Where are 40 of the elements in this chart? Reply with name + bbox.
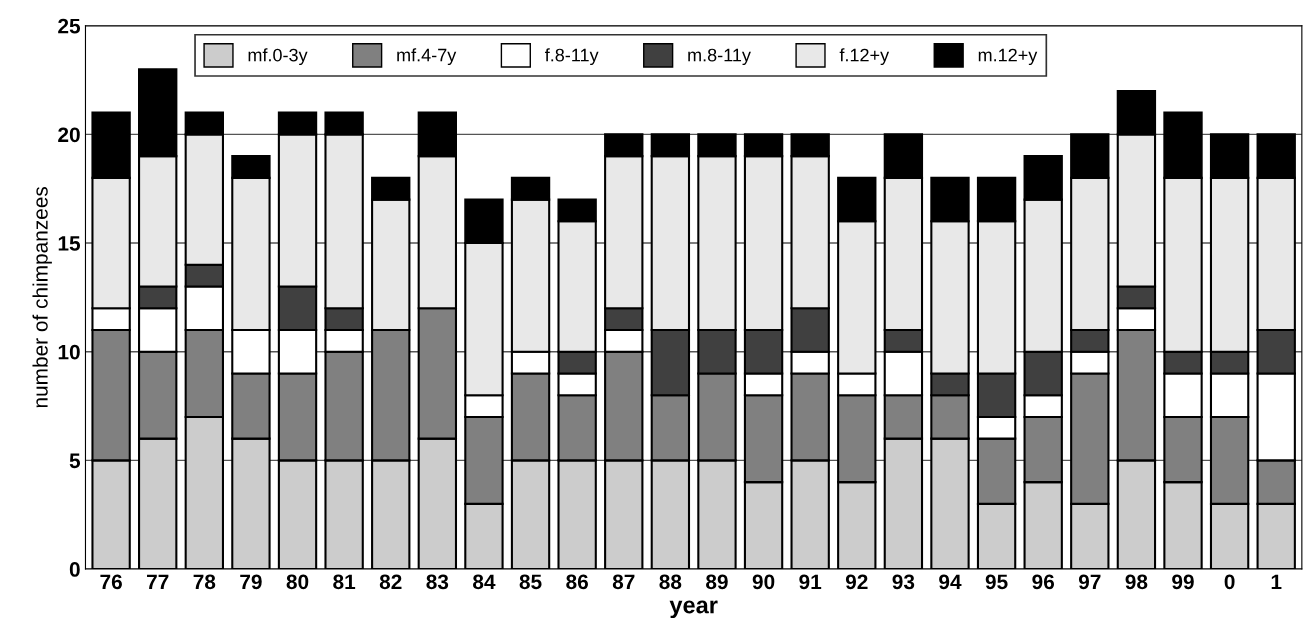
legend-label: m.12+y	[978, 48, 1038, 66]
x-tick-label: 90	[752, 574, 775, 590]
x-tick-label: 87	[612, 574, 635, 590]
y-tick-label: 15	[58, 236, 81, 251]
y-tick-label: 20	[58, 127, 80, 143]
x-tick-label: 89	[706, 574, 728, 590]
y-tick-label: 10	[58, 344, 80, 360]
y-tick-label: 5	[69, 453, 81, 469]
y-axis-title: number of chimpanzees	[32, 186, 52, 408]
x-axis-title: year	[669, 600, 718, 619]
x-tick-label: 95	[985, 574, 1008, 590]
x-tick-label: 78	[193, 574, 216, 590]
y-tick-label: 0	[69, 562, 80, 577]
x-tick-label: 86	[566, 574, 588, 590]
x-tick-label: 85	[519, 574, 542, 590]
x-tick-label: 98	[1125, 574, 1148, 590]
x-tick-label: 93	[892, 574, 915, 590]
legend-label: mf.0-3y	[248, 48, 308, 66]
legend-label: m.8-11y	[688, 48, 751, 66]
x-tick-label: 83	[426, 574, 449, 590]
legend-label: mf.4-7y	[397, 48, 457, 66]
x-tick-label: 0	[1224, 574, 1235, 590]
x-tick-label: 97	[1078, 574, 1101, 590]
x-tick-label: 1	[1271, 574, 1282, 590]
x-tick-label: 84	[473, 574, 496, 590]
y-tick-label: 25	[58, 18, 81, 34]
x-tick-label: 99	[1172, 574, 1194, 590]
x-tick-label: 91	[799, 574, 822, 590]
x-tick-label: 88	[659, 574, 682, 590]
x-tick-label: 81	[333, 574, 356, 590]
x-tick-label: 80	[286, 574, 309, 590]
x-tick-label: 77	[147, 574, 169, 590]
legend-label: f.12+y	[839, 48, 890, 66]
x-tick-label: 96	[1032, 574, 1055, 590]
x-tick-label: 92	[845, 574, 868, 590]
x-tick-label: 79	[240, 574, 262, 590]
x-tick-label: 82	[379, 574, 402, 590]
x-tick-label: 94	[939, 574, 962, 590]
legend-label: f.8-11y	[544, 48, 599, 66]
x-tick-label: 76	[100, 574, 122, 590]
